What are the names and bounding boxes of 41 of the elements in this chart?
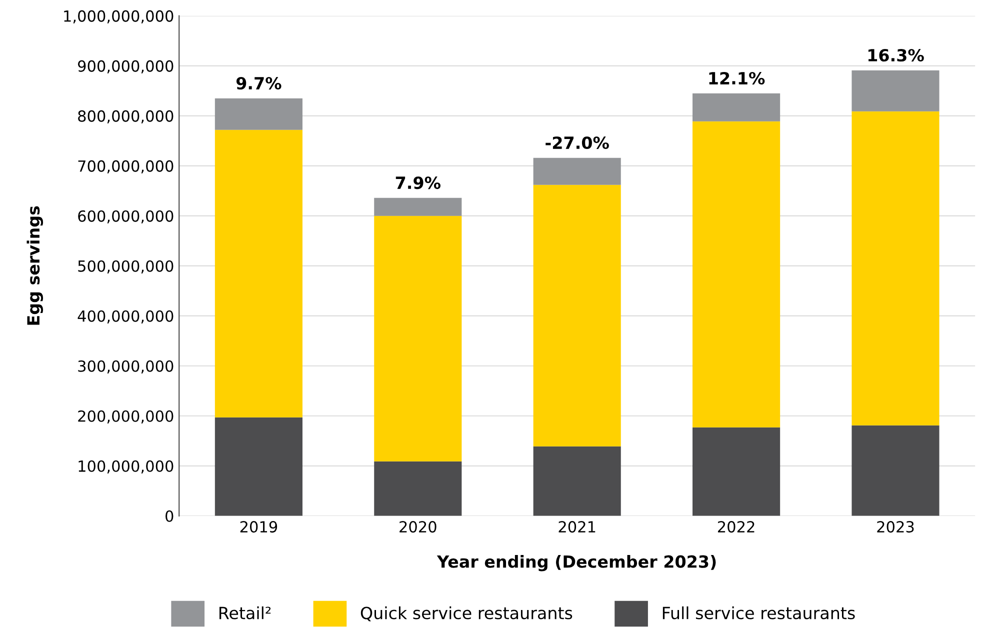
bar <box>692 121 780 428</box>
legend-label: Full service restaurants <box>662 606 855 620</box>
y-tick-label: 300,000,000 <box>78 360 174 374</box>
y-tick-label: 500,000,000 <box>78 260 174 274</box>
annotation: 9.7% <box>236 76 282 90</box>
annotation: 7.9% <box>396 176 440 190</box>
bar <box>533 446 621 516</box>
bar <box>692 427 780 516</box>
bar <box>852 70 940 112</box>
bar <box>533 158 621 185</box>
bar <box>374 461 462 516</box>
bar <box>852 425 940 516</box>
y-tick-label: 200,000,000 <box>78 410 174 424</box>
x-tick-label: 2021 <box>558 521 596 533</box>
y-tick-label: 800,000,000 <box>78 110 174 124</box>
x-axis-title: Year ending (December 2023) <box>436 554 716 572</box>
y-tick-label: 1,000,000,000 <box>64 10 174 24</box>
y-tick-label: 700,000,000 <box>78 160 174 174</box>
bar <box>214 417 302 516</box>
annotation: 16.3% <box>868 48 924 62</box>
y-axis-title: Egg servings <box>26 206 44 325</box>
x-tick-label: 2020 <box>400 521 436 533</box>
x-tick-label: 2023 <box>877 521 914 533</box>
y-tick-label: 600,000,000 <box>78 210 174 224</box>
bar <box>374 216 462 462</box>
bar <box>852 111 940 426</box>
annotation: 12.1% <box>709 72 765 85</box>
bar <box>374 198 462 216</box>
y-tick-label: 0 <box>166 510 174 522</box>
legend-label: Retail² <box>219 606 271 620</box>
x-tick-label: 2022 <box>718 521 754 533</box>
annotation: -27.0% <box>546 136 609 150</box>
y-tick-label: 100,000,000 <box>78 460 174 474</box>
bar <box>533 184 621 446</box>
bar <box>692 93 780 122</box>
legend-label: Quick service restaurants <box>360 606 572 622</box>
y-tick-label: 400,000,000 <box>78 310 174 324</box>
y-tick-label: 900,000,000 <box>78 60 174 74</box>
bar <box>214 130 302 418</box>
x-tick-label: 2019 <box>240 521 278 533</box>
bar <box>214 98 302 130</box>
